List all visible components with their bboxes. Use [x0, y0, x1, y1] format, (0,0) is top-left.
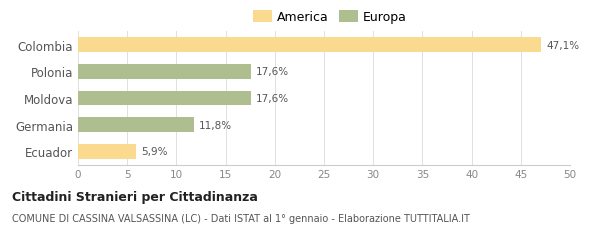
Bar [78, 118, 194, 132]
Bar [78, 91, 251, 106]
Text: 11,8%: 11,8% [199, 120, 232, 130]
Legend: America, Europa: America, Europa [251, 8, 409, 27]
Text: 17,6%: 17,6% [256, 93, 289, 104]
Text: 5,9%: 5,9% [141, 147, 167, 157]
Bar [78, 65, 251, 79]
Text: 47,1%: 47,1% [547, 40, 580, 50]
Bar [78, 144, 136, 159]
Text: COMUNE DI CASSINA VALSASSINA (LC) - Dati ISTAT al 1° gennaio - Elaborazione TUTT: COMUNE DI CASSINA VALSASSINA (LC) - Dati… [12, 213, 470, 223]
Text: 17,6%: 17,6% [256, 67, 289, 77]
Text: Cittadini Stranieri per Cittadinanza: Cittadini Stranieri per Cittadinanza [12, 190, 258, 203]
Bar [78, 38, 541, 53]
